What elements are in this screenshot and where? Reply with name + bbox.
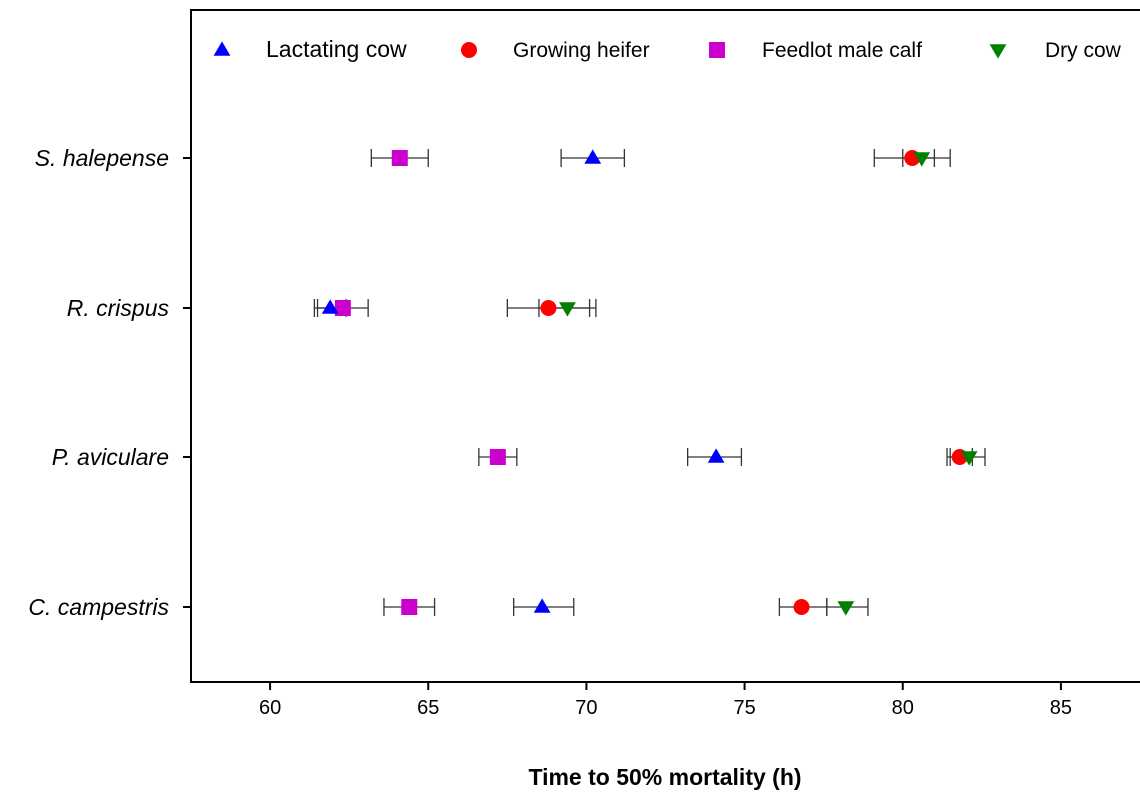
x-tick-label: 75 <box>733 697 755 719</box>
legend-label: Growing heifer <box>513 39 650 62</box>
data-point-feedlot-male-calf <box>391 150 408 166</box>
legend-marker-dry-cow <box>989 44 1007 59</box>
y-category-label: R. crispus <box>67 295 170 321</box>
y-category-label: C. campestris <box>28 594 169 620</box>
legend-item-lactating-cow: Lactating cow <box>213 36 407 62</box>
x-tick-label: 70 <box>575 697 597 719</box>
legend-label: Dry cow <box>1045 39 1122 62</box>
data-point-dry-cow <box>913 152 931 167</box>
data-point-dry-cow <box>837 601 855 616</box>
legend-item-dry-cow: Dry cow <box>989 39 1122 62</box>
legend-label: Feedlot male calf <box>762 39 922 62</box>
data-point-lactating-cow <box>707 448 725 463</box>
legend-label: Lactating cow <box>266 36 407 62</box>
data-point-growing-heifer <box>540 300 557 316</box>
data-point-feedlot-male-calf <box>489 449 506 465</box>
y-category-label: P. aviculare <box>52 444 169 470</box>
data-point-lactating-cow <box>321 299 339 314</box>
x-axis-label: Time to 50% mortality (h) <box>528 764 801 790</box>
x-tick-label: 65 <box>417 697 439 719</box>
plot-area-frame <box>190 9 1140 683</box>
data-point-growing-heifer <box>793 599 810 615</box>
legend-marker-lactating-cow <box>213 41 231 56</box>
legend-marker-growing-heifer <box>461 42 477 58</box>
data-point-feedlot-male-calf <box>334 300 351 316</box>
data-point-lactating-cow <box>584 149 602 164</box>
data-point-dry-cow <box>960 451 978 466</box>
y-category-label: S. halepense <box>35 145 169 171</box>
legend-item-feedlot-male-calf: Feedlot male calf <box>709 39 922 62</box>
x-tick-label: 85 <box>1050 697 1072 719</box>
x-tick-label: 80 <box>892 697 914 719</box>
data-point-lactating-cow <box>533 598 551 613</box>
legend-marker-feedlot-male-calf <box>709 42 725 58</box>
data-point-feedlot-male-calf <box>401 599 418 615</box>
legend-item-growing-heifer: Growing heifer <box>461 39 650 62</box>
data-point-dry-cow <box>559 302 576 317</box>
x-tick-label: 60 <box>259 697 281 719</box>
